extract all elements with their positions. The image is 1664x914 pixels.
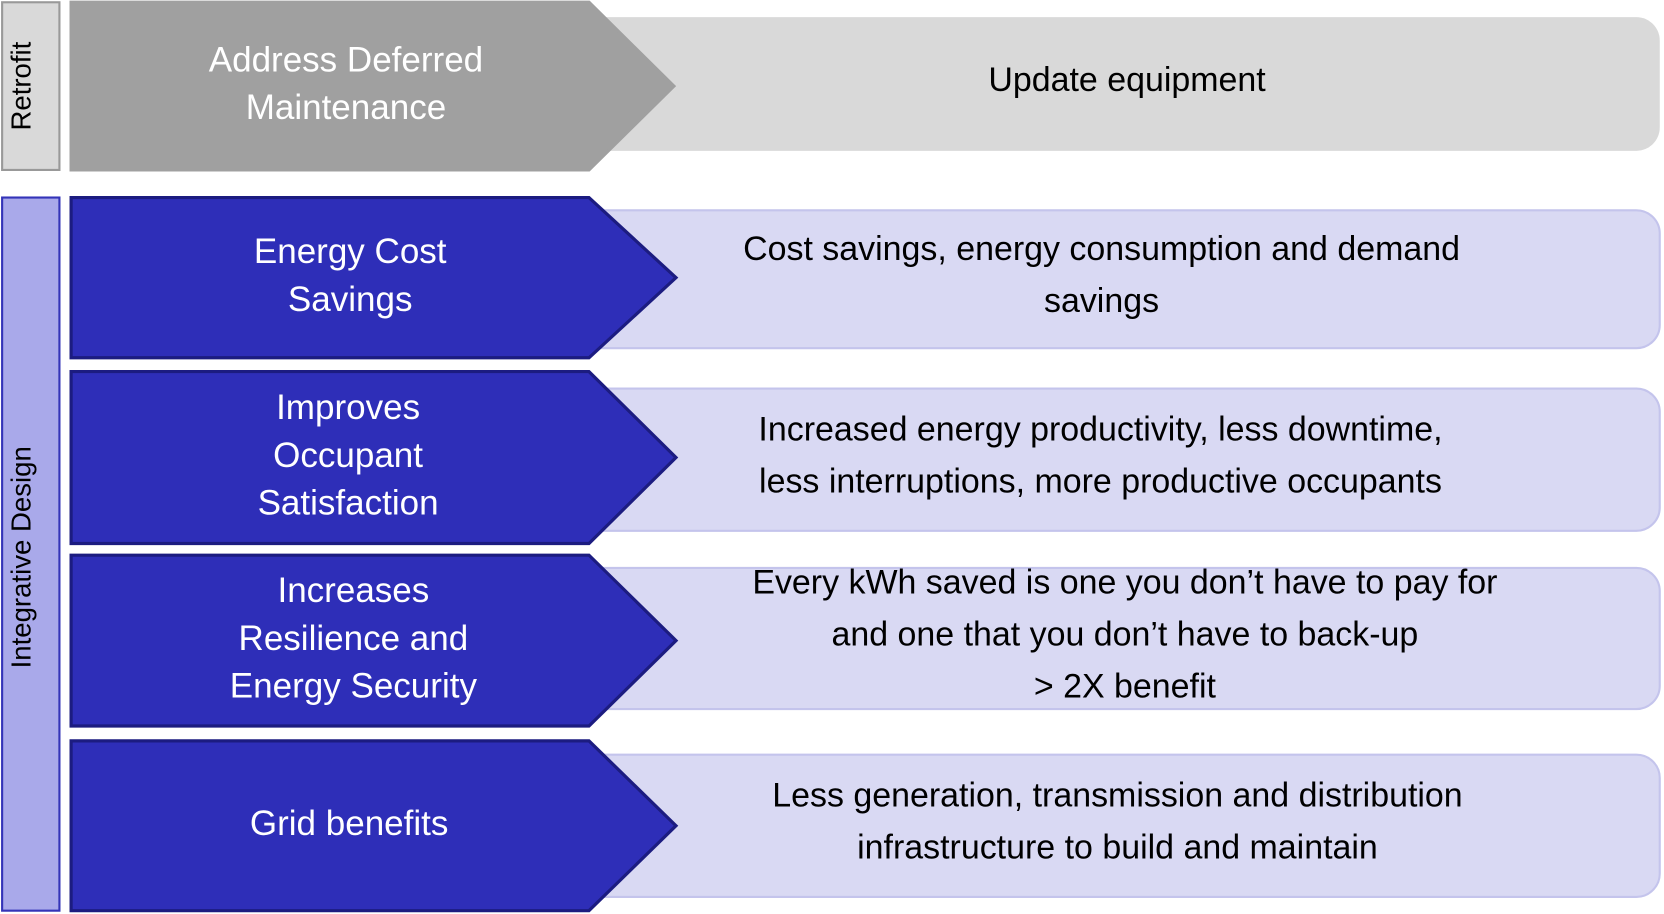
row-description: less interruptions, more productive occu… xyxy=(759,462,1442,500)
row-description: savings xyxy=(1044,282,1159,320)
row-title: Address Deferred xyxy=(209,40,483,79)
row-title: Resilience and xyxy=(239,619,469,658)
description-bar xyxy=(573,17,1660,151)
retrofit-box xyxy=(1,1,61,171)
group-label: Retrofit xyxy=(6,41,37,130)
chevron xyxy=(69,195,679,360)
row-title: Energy Security xyxy=(230,667,478,706)
chevron xyxy=(69,739,679,913)
row-description: Update equipment xyxy=(988,61,1266,99)
chevron xyxy=(69,553,679,728)
row-description: Cost savings, energy consumption and dem… xyxy=(743,230,1460,268)
row-title: Improves xyxy=(276,388,420,427)
chevron xyxy=(69,0,677,172)
row-description: and one that you don’t have to back-up xyxy=(831,615,1418,653)
row-description: Less generation, transmission and distri… xyxy=(772,777,1462,815)
row-title: Energy Cost xyxy=(254,232,447,271)
row-title: Occupant xyxy=(273,436,423,475)
row-description: Every kWh saved is one you don’t have to… xyxy=(752,563,1497,601)
row-title: Savings xyxy=(288,280,413,319)
group-label: Integrative Design xyxy=(6,446,37,668)
row-title: Satisfaction xyxy=(258,484,439,523)
row-title: Maintenance xyxy=(246,88,447,127)
row-description: infrastructure to build and maintain xyxy=(857,829,1378,867)
row-title: Grid benefits xyxy=(250,804,449,843)
integrative-box xyxy=(1,196,61,912)
row-description: Increased energy productivity, less down… xyxy=(758,410,1442,448)
row-description: > 2X benefit xyxy=(1034,667,1217,705)
chevron xyxy=(69,369,679,546)
row-title: Increases xyxy=(277,571,429,610)
